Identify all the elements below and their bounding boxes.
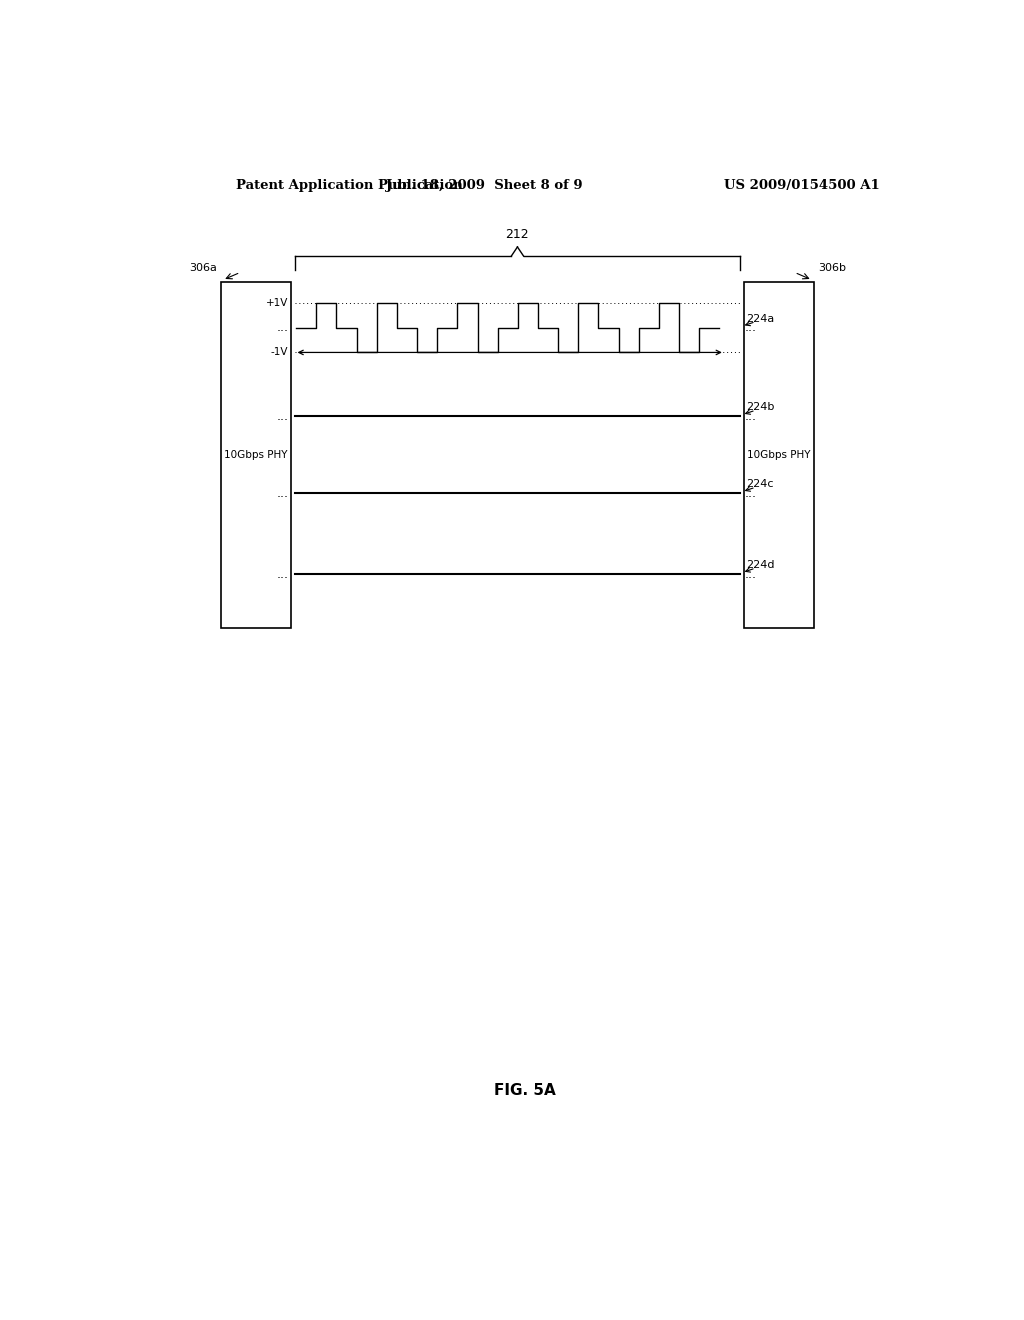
Text: ...: ... [276,321,289,334]
Text: 306a: 306a [189,263,217,273]
Text: ...: ... [276,568,289,581]
Text: 224c: 224c [746,479,774,490]
Bar [744,281,814,628]
Text: +1V: +1V [266,298,289,308]
Text: US 2009/0154500 A1: US 2009/0154500 A1 [724,178,880,191]
Text: FIG. 5A: FIG. 5A [494,1082,556,1098]
Text: 224a: 224a [746,314,775,323]
Text: 224d: 224d [746,560,775,570]
Text: ...: ... [276,487,289,500]
Text: 10Gbps PHY: 10Gbps PHY [748,450,811,459]
Text: 10Gbps PHY: 10Gbps PHY [224,450,288,459]
Text: ...: ... [744,409,756,422]
Text: ...: ... [744,568,756,581]
Text: ...: ... [276,409,289,422]
Text: 306b: 306b [818,263,846,273]
Text: ...: ... [744,321,756,334]
Text: -1V: -1V [271,347,289,358]
Text: 224b: 224b [746,403,775,412]
Bar [221,281,291,628]
Text: Patent Application Publication: Patent Application Publication [237,178,463,191]
Text: Jun. 18, 2009  Sheet 8 of 9: Jun. 18, 2009 Sheet 8 of 9 [386,178,583,191]
Text: 212: 212 [506,228,529,240]
Text: ...: ... [744,487,756,500]
